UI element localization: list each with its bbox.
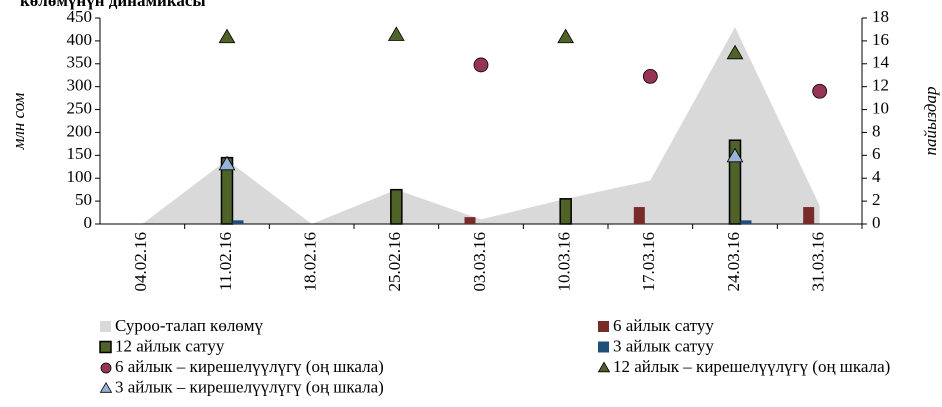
legend-label: 12 айлык сатуу bbox=[115, 336, 225, 355]
y2-tick-label: 8 bbox=[872, 121, 881, 140]
yield-marker bbox=[726, 44, 744, 60]
bar bbox=[464, 217, 476, 224]
bar bbox=[728, 139, 742, 225]
x-tick-label: 17.03.16 bbox=[639, 232, 658, 292]
x-tick-label: 04.02.16 bbox=[131, 232, 150, 292]
legend-label: Суроо-талап көлөмү bbox=[115, 316, 264, 335]
bar bbox=[803, 207, 815, 224]
y-tick-label: 300 bbox=[67, 76, 93, 95]
x-tick-label: 24.03.16 bbox=[724, 232, 743, 292]
y-axis-label: млн сом bbox=[9, 92, 28, 150]
demand-area bbox=[142, 27, 820, 225]
yield-marker bbox=[557, 28, 575, 44]
x-tick-label: 25.02.16 bbox=[385, 232, 404, 292]
y2-tick-label: 18 bbox=[872, 7, 889, 26]
legend-label: 6 айлык сатуу bbox=[613, 316, 714, 335]
y-tick-label: 50 bbox=[75, 190, 92, 209]
yield-marker bbox=[473, 57, 489, 73]
x-tick-label: 10.03.16 bbox=[555, 232, 574, 292]
y-tick-label: 450 bbox=[67, 7, 93, 26]
yield-marker bbox=[387, 26, 405, 41]
legend-swatch bbox=[100, 321, 111, 332]
y2-tick-label: 16 bbox=[872, 30, 889, 49]
x-tick-label: 03.03.16 bbox=[470, 232, 489, 292]
y2-tick-label: 6 bbox=[872, 144, 881, 163]
bar bbox=[390, 188, 403, 225]
legend-label: 12 айлык – кирешелүүлүгү (оң шкала) bbox=[613, 357, 890, 376]
yield-marker bbox=[642, 68, 658, 84]
y-tick-label: 0 bbox=[84, 213, 93, 232]
y-tick-label: 400 bbox=[67, 30, 93, 49]
legend-swatch bbox=[598, 321, 609, 332]
y2-tick-label: 10 bbox=[872, 98, 889, 117]
legend-swatch bbox=[598, 341, 609, 353]
x-tick-label: 31.03.16 bbox=[809, 232, 828, 292]
y2-tick-label: 0 bbox=[872, 213, 881, 232]
bar bbox=[232, 220, 244, 224]
y2-tick-label: 14 bbox=[872, 53, 890, 72]
legend-label: 3 айлык – кирешелүүлүгү (оң шкала) bbox=[115, 377, 384, 396]
yield-marker bbox=[218, 28, 236, 44]
y2-tick-label: 2 bbox=[872, 190, 881, 209]
yield-marker bbox=[218, 155, 236, 171]
y2-tick-label: 4 bbox=[872, 167, 881, 186]
y-tick-label: 200 bbox=[67, 121, 93, 140]
legend-marker bbox=[99, 382, 113, 393]
bar bbox=[633, 207, 645, 224]
bar bbox=[740, 220, 752, 224]
legend-marker bbox=[597, 361, 611, 373]
legend-label: 3 айлык сатуу bbox=[613, 336, 714, 355]
yield-marker bbox=[812, 83, 828, 99]
y-tick-label: 100 bbox=[67, 167, 93, 186]
y2-axis-label: пайыздар bbox=[921, 86, 940, 155]
y2-tick-label: 12 bbox=[872, 76, 889, 95]
x-tick-label: 11.02.16 bbox=[216, 232, 235, 291]
bar bbox=[559, 198, 572, 225]
legend-label: 6 айлык – кирешелүүлүгү (оң шкала) bbox=[115, 357, 384, 376]
legend-marker bbox=[100, 362, 112, 374]
legend-swatch bbox=[99, 340, 112, 354]
y-tick-label: 350 bbox=[67, 53, 93, 72]
chart-title: көлөмүнүн динамикасы bbox=[20, 0, 206, 10]
yield-marker bbox=[726, 147, 744, 163]
y-tick-label: 250 bbox=[67, 98, 93, 117]
y-tick-label: 150 bbox=[67, 144, 93, 163]
x-tick-label: 18.02.16 bbox=[301, 232, 320, 292]
